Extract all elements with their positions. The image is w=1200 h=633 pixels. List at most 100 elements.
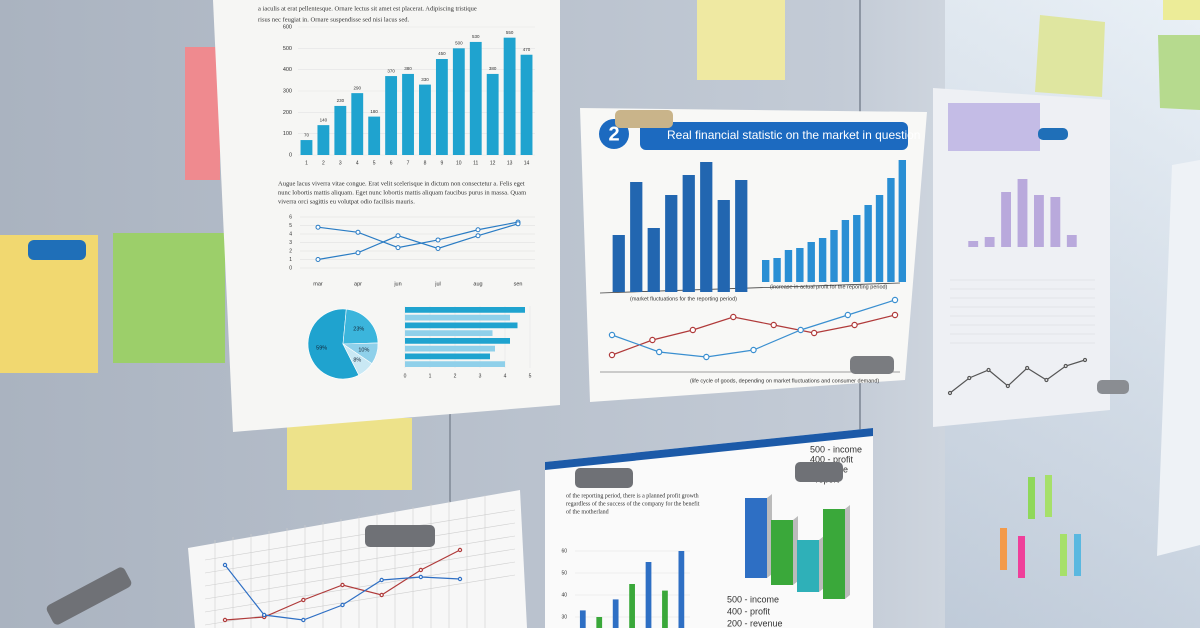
bar: [596, 617, 603, 628]
data-line: [611, 314, 896, 356]
data-point: [703, 353, 710, 361]
data-point: [1063, 363, 1068, 369]
y-tick-label: 40: [561, 592, 567, 598]
x-tick-label: 0: [404, 373, 407, 379]
data-point: [315, 257, 321, 262]
page-flag: [1018, 536, 1025, 578]
bar: [368, 116, 381, 155]
pie-slice: [342, 308, 379, 345]
bar: [898, 160, 907, 282]
text-line: regardless of the success of the company…: [566, 500, 700, 507]
value-label: 380: [489, 66, 497, 71]
y-tick-label: 50: [561, 570, 567, 576]
bar: [317, 125, 330, 155]
value-label: 330: [421, 77, 429, 82]
data-point: [844, 311, 852, 319]
text-line: of the reporting period, there is a plan…: [566, 492, 699, 499]
bar-side: [793, 516, 798, 585]
value-label: 230: [337, 98, 345, 103]
data-point: [395, 245, 401, 251]
paper-sheet: [188, 490, 527, 628]
magnet: [1038, 128, 1068, 140]
page-flag: [1028, 477, 1035, 519]
bar: [405, 361, 505, 367]
pie-slice: [342, 343, 373, 376]
magnet: [615, 110, 673, 128]
value-label: 550: [506, 30, 514, 35]
bar: [520, 54, 533, 155]
bar: [1066, 235, 1077, 247]
magnet: [365, 525, 435, 547]
bar: [984, 237, 995, 247]
y-tick-label: 1: [289, 257, 292, 263]
data-point: [891, 296, 899, 304]
grid-line: [204, 522, 516, 574]
sticky-note: [1035, 15, 1105, 97]
value-label: 140: [320, 117, 328, 122]
bar: [334, 105, 347, 155]
bar: [1034, 195, 1044, 247]
x-tick-label: 3: [339, 160, 342, 166]
data-line: [317, 223, 519, 261]
data-point: [947, 390, 953, 396]
bar: [700, 162, 713, 292]
data-point: [355, 229, 361, 235]
data-point: [475, 233, 481, 239]
bar: [796, 248, 804, 282]
bar: [717, 200, 730, 292]
y-tick-label: 3: [289, 240, 292, 246]
data-point: [435, 237, 441, 243]
sheet-number: 2: [608, 123, 619, 145]
bar: [864, 205, 872, 282]
data-point: [770, 321, 777, 329]
slice-label: 10%: [358, 348, 369, 354]
data-point: [750, 346, 757, 354]
data-point: [649, 336, 656, 344]
data-point: [1025, 365, 1030, 371]
y-tick-label: 6: [289, 214, 292, 220]
data-point: [655, 348, 663, 356]
x-tick-label: jul: [434, 281, 441, 287]
bar: [435, 59, 448, 155]
bar: [853, 215, 861, 282]
text-line: 400 - profit: [810, 454, 854, 464]
magnet: [46, 567, 132, 625]
bar: [678, 551, 685, 628]
x-tick-label: 2: [454, 373, 457, 379]
bar: [486, 73, 499, 155]
magnet: [850, 356, 894, 374]
slice-label: 23%: [353, 327, 364, 333]
y-tick-label: 4: [289, 231, 292, 237]
magnet: [575, 468, 633, 488]
sticky-note: [697, 0, 785, 80]
data-point: [1005, 383, 1010, 389]
sticky-note: [287, 418, 412, 490]
text-line: viverra orci sagittis eu volutpat odio f…: [278, 198, 415, 205]
y-tick-label: 300: [283, 88, 292, 94]
value-label: 370: [387, 68, 395, 73]
bar: [452, 48, 465, 156]
bar: [405, 338, 510, 344]
pie-slice: [307, 308, 360, 380]
bar: [647, 228, 660, 292]
text-line: risus nec feugiat in. Ornare suspendisse…: [258, 16, 409, 23]
sticky-note: [1158, 35, 1200, 110]
bar: [645, 562, 652, 628]
bar: [402, 73, 414, 155]
bar: [405, 345, 495, 352]
bar: [830, 230, 838, 282]
x-tick-label: 4: [356, 160, 359, 166]
text-line: of the motherland: [566, 508, 609, 515]
x-tick-label: sen: [514, 281, 523, 287]
value-label: 180: [370, 109, 378, 114]
data-point: [355, 250, 361, 256]
bar: [1050, 197, 1061, 247]
y-tick-label: 5: [289, 223, 292, 229]
x-tick-label: 5: [373, 160, 376, 166]
y-tick-label: 400: [283, 67, 292, 73]
sheet-title: Real financial statistic on the market i…: [667, 128, 920, 142]
bar: [662, 590, 668, 628]
data-point: [340, 582, 345, 588]
title-banner: [640, 122, 908, 150]
bar: [469, 41, 482, 155]
